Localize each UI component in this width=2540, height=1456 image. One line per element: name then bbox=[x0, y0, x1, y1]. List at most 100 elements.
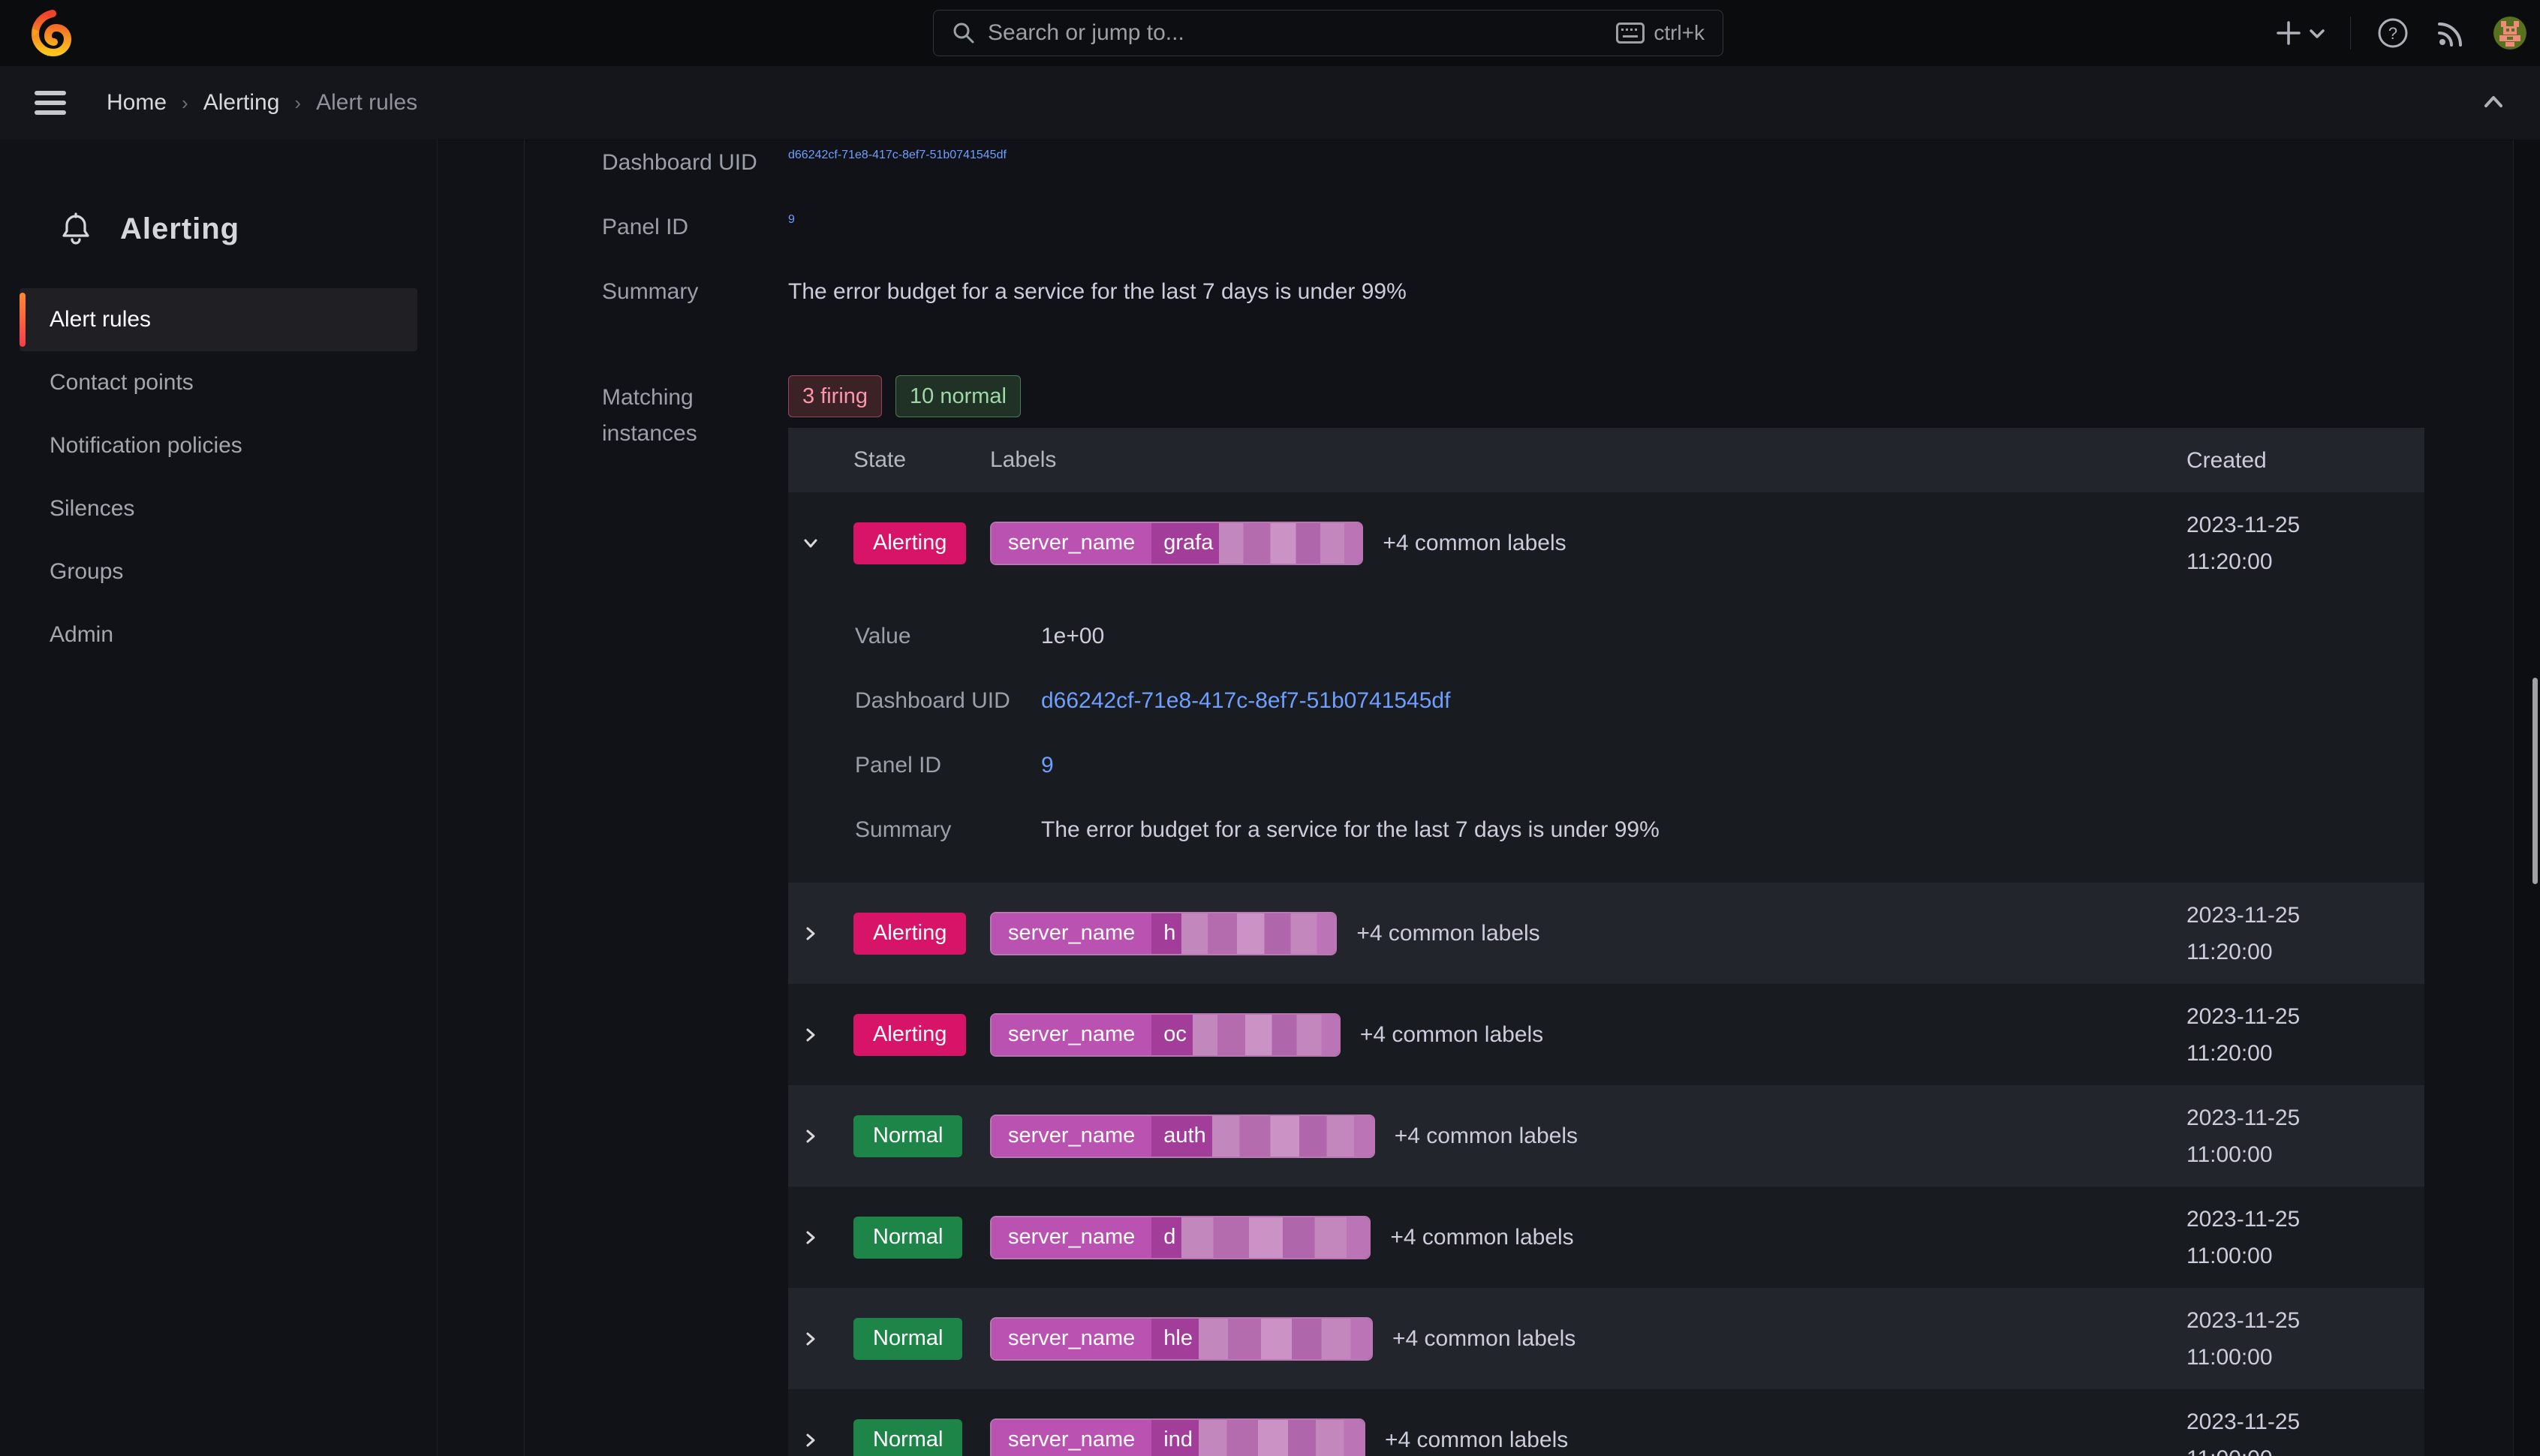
news-button[interactable] bbox=[2435, 17, 2468, 50]
collapse-top-button[interactable] bbox=[2478, 87, 2508, 117]
breadcrumb-item-alerting[interactable]: Alerting bbox=[203, 90, 280, 115]
redacted-label-value bbox=[1211, 1115, 1374, 1157]
expand-toggle[interactable] bbox=[788, 1126, 853, 1147]
label-pill-key: server_name bbox=[992, 1419, 1152, 1456]
grafana-logo-icon[interactable] bbox=[26, 8, 77, 59]
label-pill-key: server_name bbox=[992, 522, 1152, 564]
detail-value-link[interactable]: d66242cf-71e8-417c-8ef7-51b0741545df bbox=[788, 149, 1007, 161]
label-pill-value: oc bbox=[1151, 1014, 1339, 1055]
label-value-prefix: oc bbox=[1163, 1022, 1187, 1046]
instance-row: Normal server_name hle +4 common labels 2023… bbox=[788, 1288, 2424, 1389]
chevron-right-icon bbox=[806, 1433, 815, 1446]
instance-detail-label: Dashboard UID bbox=[855, 688, 1010, 713]
sidebar-item-contact-points[interactable]: Contact points bbox=[50, 370, 194, 395]
expand-toggle[interactable] bbox=[788, 1227, 853, 1248]
instance-detail-link[interactable]: d66242cf-71e8-417c-8ef7-51b0741545df bbox=[1041, 688, 1451, 713]
instance-row-toggle[interactable]: Normal server_name auth +4 common labels 202… bbox=[788, 1085, 2424, 1187]
detail-value-link[interactable]: 9 bbox=[788, 213, 795, 226]
sidebar-item-silences[interactable]: Silences bbox=[50, 496, 135, 521]
instance-row: Normal server_name auth +4 common labels 202… bbox=[788, 1085, 2424, 1187]
chevron-right-icon bbox=[806, 927, 815, 940]
label-pill-value: d bbox=[1151, 1217, 1370, 1258]
instance-row-toggle[interactable]: Alerting server_name grafa +4 common labels… bbox=[788, 492, 2424, 594]
common-labels-text: +4 common labels bbox=[1384, 1427, 1569, 1452]
label-pill-key: server_name bbox=[992, 1217, 1152, 1258]
instance-row-toggle[interactable]: Normal server_name d +4 common labels 2023-1… bbox=[788, 1187, 2424, 1288]
instance-details: Value 1e+00 Dashboard UID d66242cf-71e8-417… bbox=[788, 594, 2424, 883]
sidebar-nav: Alert rules Contact points Notification po… bbox=[0, 288, 437, 666]
instance-detail-label: Summary bbox=[855, 817, 952, 842]
expand-toggle[interactable] bbox=[788, 1430, 853, 1451]
search-placeholder: Search or jump to... bbox=[988, 20, 1184, 45]
expand-toggle[interactable] bbox=[788, 533, 853, 554]
sidebar-item-notification-policies[interactable]: Notification policies bbox=[50, 433, 242, 458]
instance-row-toggle[interactable]: Alerting server_name oc +4 common labels 202… bbox=[788, 984, 2424, 1085]
instance-row-toggle[interactable]: Alerting server_name h +4 common labels 2023… bbox=[788, 883, 2424, 984]
expand-toggle[interactable] bbox=[788, 923, 853, 944]
column-header-labels: Labels bbox=[990, 447, 1057, 472]
state-badge: Alerting bbox=[853, 912, 967, 955]
state-badge: Alerting bbox=[853, 1013, 967, 1056]
label-pill: server_name auth bbox=[990, 1114, 1375, 1158]
instance-row: Alerting server_name oc +4 common labels 202… bbox=[788, 984, 2424, 1085]
expand-toggle[interactable] bbox=[788, 1024, 853, 1045]
sidebar-item-admin[interactable]: Admin bbox=[50, 622, 114, 647]
instance-detail-row: Panel ID 9 bbox=[788, 733, 2424, 798]
label-value-prefix: ind bbox=[1163, 1427, 1193, 1451]
instance-row: Alerting server_name h +4 common labels 2023… bbox=[788, 883, 2424, 984]
label-value-prefix: hle bbox=[1163, 1326, 1193, 1350]
breadcrumb-item-home[interactable]: Home bbox=[107, 90, 167, 115]
chevron-right-icon bbox=[806, 1231, 815, 1244]
menu-toggle-button[interactable] bbox=[33, 89, 68, 116]
label-pill-value: grafa bbox=[1151, 522, 1362, 564]
instance-detail-row: Value 1e+00 bbox=[788, 604, 2424, 669]
help-button[interactable]: ? bbox=[2376, 17, 2409, 50]
svg-text:?: ? bbox=[2388, 24, 2397, 43]
label-pill-value: h bbox=[1151, 913, 1336, 954]
chevron-down-icon bbox=[2310, 29, 2325, 38]
label-pill-key: server_name bbox=[992, 1115, 1152, 1157]
created-timestamp: 2023-11-25 11:20:00 bbox=[2186, 507, 2424, 580]
annotation-label: Dashboard UID bbox=[602, 150, 757, 175]
annotation-label: Summary bbox=[602, 279, 699, 304]
created-timestamp: 2023-11-25 11:00:00 bbox=[2186, 1302, 2424, 1376]
created-time: 11:00:00 bbox=[2186, 1243, 2273, 1268]
keyboard-icon bbox=[1616, 23, 1645, 44]
instance-count-badges: 3 firing 10 normal bbox=[788, 375, 2424, 417]
detail-value-text: The error budget for a service for the l… bbox=[788, 279, 1407, 304]
label-value-prefix: auth bbox=[1163, 1124, 1206, 1148]
redacted-label-value bbox=[1181, 913, 1336, 954]
state-badge: Normal bbox=[853, 1115, 963, 1157]
instance-row-toggle[interactable]: Normal server_name hle +4 common labels 2023… bbox=[788, 1288, 2424, 1389]
instance-row: Normal server_name ind +4 common labels 2023… bbox=[788, 1389, 2424, 1456]
label-pill-key: server_name bbox=[992, 1014, 1152, 1055]
state-badge: Normal bbox=[853, 1418, 963, 1456]
breadcrumb: Home › Alerting › Alert rules bbox=[107, 90, 417, 116]
rule-annotations: Dashboard UID d66242cf-71e8-417c-8ef7-51b… bbox=[602, 140, 2513, 342]
user-avatar[interactable] bbox=[2493, 17, 2526, 50]
created-time: 11:00:00 bbox=[2186, 1344, 2273, 1370]
breadcrumb-item-alert-rules: Alert rules bbox=[316, 90, 418, 115]
created-date: 2023-11-25 bbox=[2186, 512, 2301, 537]
search-input[interactable]: Search or jump to... ctrl+k bbox=[933, 10, 1723, 56]
expand-toggle[interactable] bbox=[788, 1328, 853, 1349]
new-menu-button[interactable] bbox=[2275, 20, 2325, 47]
instance-detail-label: Panel ID bbox=[855, 753, 942, 778]
scrollbar-thumb[interactable] bbox=[2532, 678, 2538, 884]
created-date: 2023-11-25 bbox=[2186, 1307, 2301, 1333]
redacted-label-value bbox=[1198, 1318, 1371, 1359]
instance-detail-value: 1e+00 bbox=[1041, 624, 1105, 648]
breadcrumb-bar: Home › Alerting › Alert rules bbox=[0, 66, 2540, 140]
common-labels-text: +4 common labels bbox=[1383, 530, 1566, 555]
sidebar-item-groups[interactable]: Groups bbox=[50, 559, 124, 584]
created-timestamp: 2023-11-25 11:20:00 bbox=[2186, 998, 2424, 1072]
label-pill: server_name grafa bbox=[990, 521, 1364, 565]
created-date: 2023-11-25 bbox=[2186, 1003, 2301, 1029]
annotation-row: Panel ID 9 bbox=[602, 213, 2513, 278]
instance-detail-link[interactable]: 9 bbox=[1041, 753, 1054, 778]
label-value-prefix: d bbox=[1163, 1225, 1176, 1249]
created-time: 11:20:00 bbox=[2186, 549, 2273, 574]
sidebar-item-alert-rules[interactable]: Alert rules bbox=[20, 288, 417, 351]
created-timestamp: 2023-11-25 11:00:00 bbox=[2186, 1100, 2424, 1173]
instance-row-toggle[interactable]: Normal server_name ind +4 common labels 2023… bbox=[788, 1389, 2424, 1456]
